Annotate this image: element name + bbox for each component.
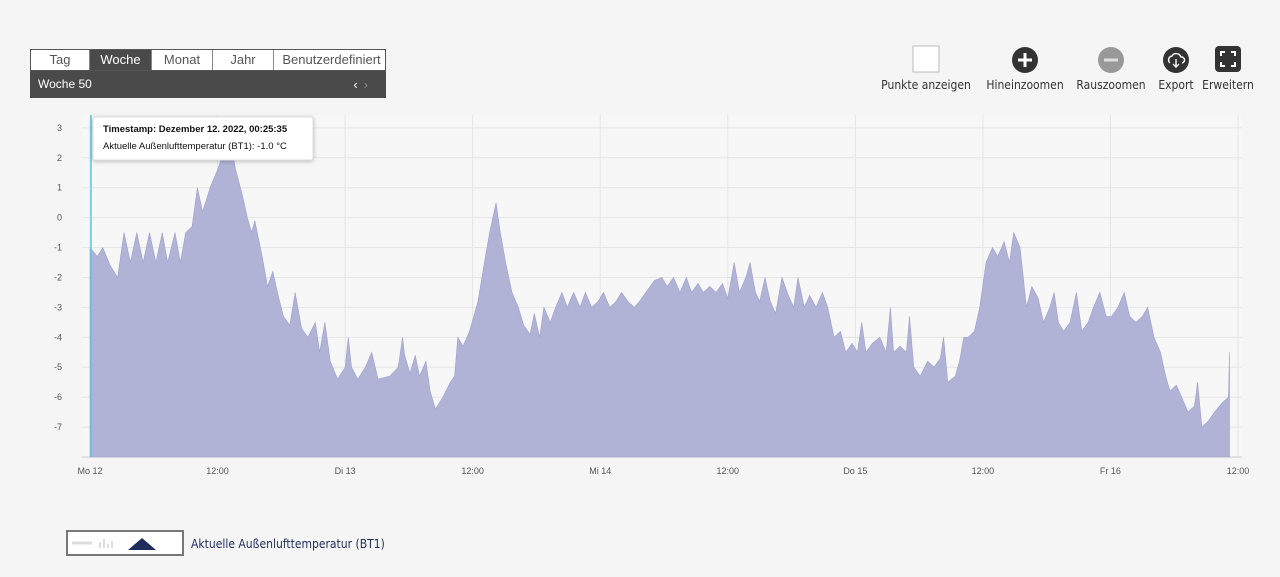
- zoom-in-icon: [1012, 47, 1038, 73]
- period-bar: Woche 50 ‹›: [30, 71, 386, 98]
- tooltip-line: Timestamp: Dezember 12. 2022, 00:25:35: [103, 124, 288, 135]
- zoom-out-icon: [1098, 47, 1124, 73]
- y-tick-label: -6: [54, 392, 62, 402]
- tooltip-box: [92, 116, 314, 161]
- y-tick-label: 2: [57, 153, 62, 163]
- zoom-out-button[interactable]: Rauszoomen: [1076, 45, 1146, 92]
- area: [89, 138, 1230, 458]
- tab[interactable]: Woche: [90, 50, 152, 70]
- y-tick-label: -5: [54, 362, 62, 372]
- legend-label: Aktuelle Außenlufttemperatur (BT1): [191, 537, 385, 551]
- export-button[interactable]: Export: [1158, 45, 1194, 92]
- x-tick-label: Do 15: [843, 466, 867, 476]
- button-label: Erweitern: [1202, 78, 1254, 92]
- tab[interactable]: Jahr: [213, 50, 274, 70]
- tooltip-line: Aktuelle Außenlufttemperatur (BT1): -1.0…: [103, 141, 287, 152]
- x-tick-label: 12:00: [972, 466, 995, 476]
- expand-icon: [1215, 46, 1241, 72]
- x-tick-label: Di 13: [335, 466, 356, 476]
- tooltip: Timestamp: Dezember 12. 2022, 00:25:35 Ak…: [92, 116, 314, 161]
- y-tick-label: -4: [54, 332, 62, 342]
- x-tick-label: 12:00: [461, 466, 484, 476]
- y-tick-label: -7: [54, 422, 62, 432]
- range-tabs: Tag Woche Monat Jahr Benutzerdefiniert: [30, 49, 386, 71]
- expand-button[interactable]: Erweitern: [1202, 45, 1254, 92]
- y-tick-label: -1: [54, 243, 62, 253]
- x-tick-label: 12:00: [206, 466, 229, 476]
- tab[interactable]: Tag: [31, 50, 90, 70]
- checkbox-icon: [912, 45, 940, 73]
- x-tick-label: 12:00: [1227, 466, 1250, 476]
- x-tick-label: 12:00: [717, 466, 740, 476]
- plot-background: [82, 115, 1242, 457]
- y-tick-label: 0: [57, 213, 62, 223]
- y-tick-label: -2: [54, 272, 62, 282]
- x-tick-label: Fr 16: [1100, 466, 1121, 476]
- period-nav[interactable]: ‹›: [353, 77, 374, 92]
- button-label: Export: [1158, 78, 1194, 92]
- x-tick-label: Mo 12: [77, 466, 102, 476]
- button-label: Hineinzoomen: [986, 78, 1064, 92]
- y-tick-label: -3: [54, 302, 62, 312]
- zoom-in-button[interactable]: Hineinzoomen: [986, 45, 1064, 92]
- y-tick-label: 3: [57, 123, 62, 133]
- legend-icon[interactable]: [66, 530, 184, 556]
- points-button[interactable]: Punkte anzeigen: [881, 45, 971, 92]
- export-icon: [1163, 47, 1189, 73]
- x-tick-label: Mi 14: [589, 466, 611, 476]
- tab[interactable]: Monat: [152, 50, 213, 70]
- y-tick-label: 1: [57, 183, 62, 193]
- period-label: Woche 50: [38, 77, 92, 91]
- button-label: Rauszoomen: [1076, 78, 1146, 92]
- button-label: Punkte anzeigen: [881, 78, 971, 92]
- tab[interactable]: Benutzerdefiniert: [282, 52, 381, 67]
